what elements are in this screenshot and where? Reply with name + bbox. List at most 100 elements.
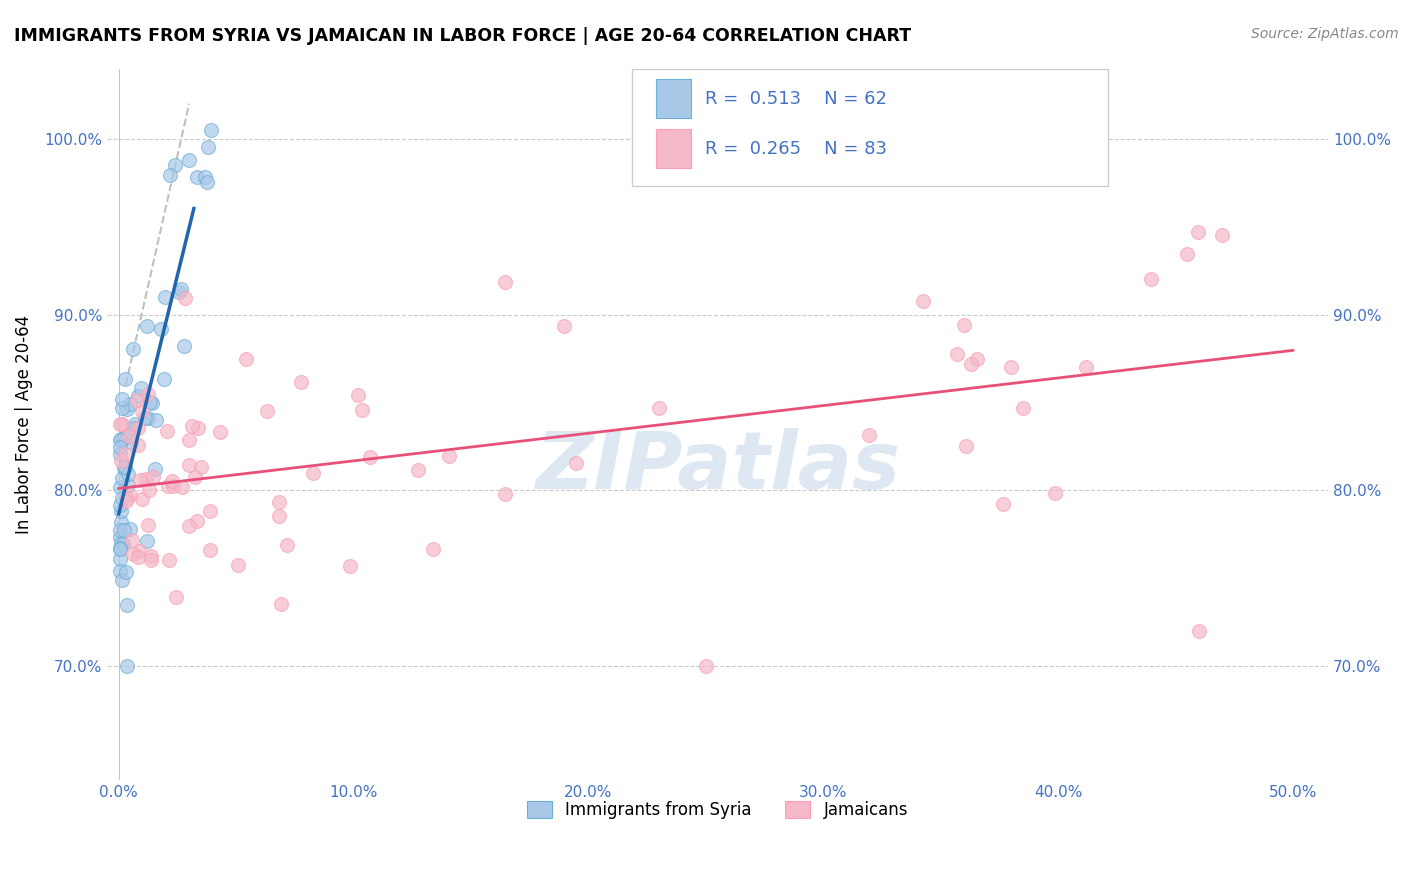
Jamaicans — [114, 494, 136, 508]
Jamaicans — [136, 517, 159, 532]
Immigrants from Syria — [117, 401, 139, 416]
Jamaicans — [228, 558, 250, 572]
Immigrants from Syria — [159, 168, 181, 182]
Immigrants from Syria — [108, 541, 131, 556]
Jamaicans — [960, 357, 983, 371]
Immigrants from Syria — [150, 322, 173, 336]
Immigrants from Syria — [170, 282, 193, 296]
Jamaicans — [955, 439, 977, 453]
Jamaicans — [422, 541, 444, 556]
Immigrants from Syria — [145, 412, 167, 426]
Immigrants from Syria — [111, 392, 134, 406]
Jamaicans — [157, 553, 180, 567]
Jamaicans — [190, 460, 212, 475]
Jamaicans — [179, 433, 201, 447]
Immigrants from Syria — [153, 372, 176, 386]
Immigrants from Syria — [136, 318, 159, 333]
Immigrants from Syria — [200, 123, 222, 137]
Immigrants from Syria — [153, 290, 176, 304]
Jamaicans — [1140, 271, 1163, 285]
Immigrants from Syria — [112, 523, 135, 537]
Jamaicans — [553, 318, 575, 333]
Immigrants from Syria — [127, 389, 149, 403]
Jamaicans — [114, 447, 136, 461]
Immigrants from Syria — [114, 460, 136, 475]
Text: R =  0.265    N = 83: R = 0.265 N = 83 — [706, 140, 887, 158]
Jamaicans — [118, 488, 141, 502]
Jamaicans — [156, 479, 179, 493]
Jamaicans — [111, 417, 134, 432]
Jamaicans — [1043, 486, 1066, 500]
Jamaicans — [165, 591, 187, 605]
Immigrants from Syria — [110, 491, 132, 506]
Jamaicans — [135, 472, 157, 486]
Text: ZIPatlas: ZIPatlas — [536, 428, 900, 506]
Immigrants from Syria — [194, 169, 217, 184]
Jamaicans — [174, 292, 197, 306]
Jamaicans — [1187, 225, 1209, 239]
Jamaicans — [121, 533, 143, 547]
Jamaicans — [256, 404, 278, 418]
Jamaicans — [125, 392, 148, 407]
Text: IMMIGRANTS FROM SYRIA VS JAMAICAN IN LABOR FORCE | AGE 20-64 CORRELATION CHART: IMMIGRANTS FROM SYRIA VS JAMAICAN IN LAB… — [14, 27, 911, 45]
Jamaicans — [118, 429, 141, 443]
Jamaicans — [945, 347, 967, 361]
Immigrants from Syria — [108, 564, 131, 578]
Jamaicans — [339, 559, 361, 574]
Jamaicans — [1000, 360, 1022, 375]
Jamaicans — [406, 463, 429, 477]
Immigrants from Syria — [110, 432, 132, 446]
Jamaicans — [136, 387, 159, 401]
Immigrants from Syria — [110, 524, 132, 538]
Immigrants from Syria — [167, 285, 190, 300]
Immigrants from Syria — [138, 411, 160, 425]
Jamaicans — [180, 419, 202, 434]
Text: R =  0.513    N = 62: R = 0.513 N = 62 — [706, 90, 887, 108]
Immigrants from Syria — [108, 440, 131, 454]
Immigrants from Syria — [108, 447, 131, 461]
Immigrants from Syria — [112, 431, 135, 445]
Immigrants from Syria — [111, 401, 134, 415]
Jamaicans — [648, 401, 671, 415]
Legend: Immigrants from Syria, Jamaicans: Immigrants from Syria, Jamaicans — [520, 794, 915, 825]
Jamaicans — [127, 421, 149, 435]
Jamaicans — [858, 428, 880, 442]
Jamaicans — [494, 487, 516, 501]
Immigrants from Syria — [173, 339, 195, 353]
Immigrants from Syria — [139, 394, 162, 409]
Immigrants from Syria — [108, 552, 131, 566]
Jamaicans — [1188, 624, 1211, 638]
Immigrants from Syria — [122, 342, 145, 356]
Jamaicans — [267, 495, 290, 509]
Immigrants from Syria — [110, 480, 132, 494]
Jamaicans — [565, 456, 588, 470]
FancyBboxPatch shape — [633, 69, 1108, 186]
Jamaicans — [993, 497, 1015, 511]
Jamaicans — [162, 479, 184, 493]
Jamaicans — [110, 454, 132, 468]
Jamaicans — [290, 376, 312, 390]
Jamaicans — [200, 504, 222, 518]
Immigrants from Syria — [108, 499, 131, 513]
Immigrants from Syria — [111, 471, 134, 485]
Jamaicans — [156, 424, 179, 438]
Immigrants from Syria — [110, 535, 132, 549]
Jamaicans — [187, 420, 209, 434]
Immigrants from Syria — [108, 434, 131, 448]
Immigrants from Syria — [108, 542, 131, 557]
Text: Source: ZipAtlas.com: Source: ZipAtlas.com — [1251, 27, 1399, 41]
Immigrants from Syria — [197, 140, 219, 154]
Immigrants from Syria — [165, 158, 187, 172]
Immigrants from Syria — [134, 411, 156, 425]
Jamaicans — [302, 466, 325, 480]
Jamaicans — [139, 553, 162, 567]
Immigrants from Syria — [114, 372, 136, 386]
Immigrants from Syria — [118, 522, 141, 536]
Jamaicans — [235, 351, 257, 366]
Jamaicans — [108, 417, 131, 431]
Jamaicans — [122, 547, 145, 561]
Immigrants from Syria — [110, 515, 132, 529]
Jamaicans — [1076, 359, 1098, 374]
Jamaicans — [352, 402, 374, 417]
Immigrants from Syria — [111, 574, 134, 588]
